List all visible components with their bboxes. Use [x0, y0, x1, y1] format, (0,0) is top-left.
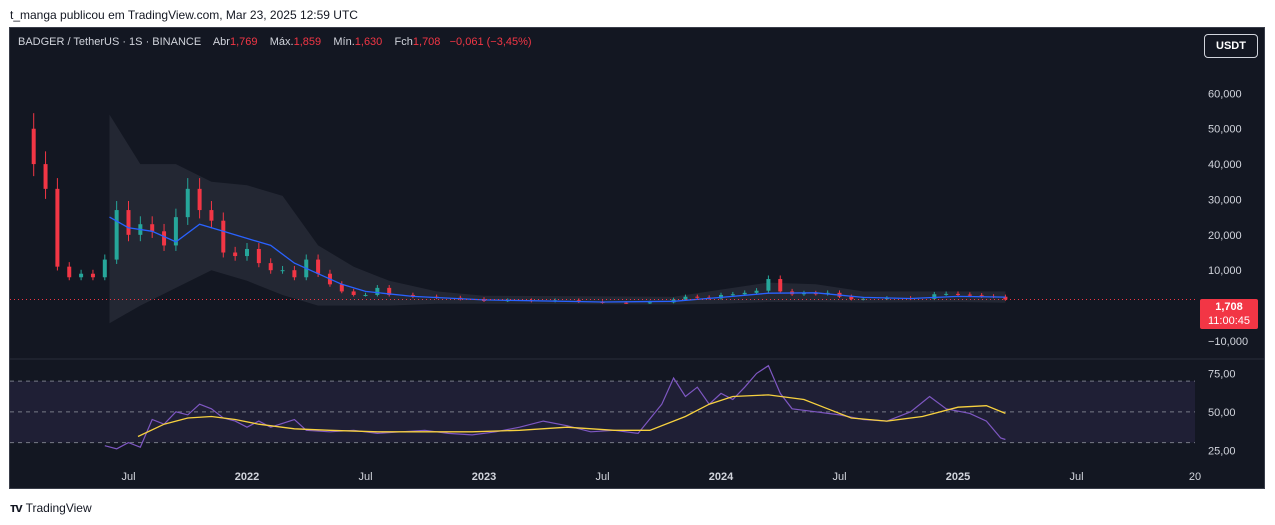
- price-axis-tick: 40,000: [1208, 159, 1242, 171]
- time-axis-tick: 20: [1189, 471, 1201, 483]
- candle-body: [624, 302, 629, 304]
- candle-body: [233, 252, 238, 257]
- price-axis-tick: −10,000: [1208, 336, 1248, 348]
- price-axis-tick: 60,000: [1208, 88, 1242, 100]
- candle-body: [647, 302, 652, 304]
- time-axis-tick: Jul: [358, 471, 372, 483]
- last-price-badge: 1,708 11:00:45: [1200, 299, 1258, 329]
- candle-body: [778, 279, 783, 292]
- candle-body: [316, 259, 321, 274]
- candle-body: [197, 188, 202, 211]
- tradingview-brand[interactable]: ᴛᴠ TradingView: [10, 500, 92, 515]
- candle-body: [849, 296, 854, 300]
- candle-body: [387, 287, 392, 295]
- price-axis-tick: 10,000: [1208, 265, 1242, 277]
- candle-body: [102, 259, 107, 278]
- candle-body: [861, 298, 866, 300]
- candle-body: [339, 284, 344, 292]
- candle-body: [126, 210, 131, 235]
- low-label: Mín.: [333, 36, 355, 48]
- candle-body: [1003, 296, 1008, 300]
- candle-body: [363, 294, 368, 296]
- candle-body: [351, 291, 356, 295]
- candle-body: [256, 248, 261, 264]
- time-axis-tick: Jul: [832, 471, 846, 483]
- rsi-axis-tick: 50,00: [1208, 407, 1236, 419]
- rsi-axis-tick: 25,00: [1208, 445, 1236, 457]
- candle-body: [766, 279, 771, 291]
- candle-body: [173, 217, 178, 246]
- candle-body: [956, 293, 960, 295]
- close-value: 1,708: [412, 36, 441, 48]
- candle-body: [185, 188, 190, 218]
- brand-name: TradingView: [25, 500, 92, 515]
- candle-body: [162, 231, 167, 246]
- high-value: 1,859: [293, 36, 322, 48]
- candle-body: [79, 273, 84, 278]
- price-axis-tick: 50,000: [1208, 124, 1242, 136]
- bar-countdown: 11:00:45: [1207, 315, 1250, 327]
- candle-body: [245, 248, 249, 257]
- candle-body: [742, 292, 747, 295]
- candle-body: [695, 296, 700, 298]
- candle-body: [884, 298, 889, 300]
- candle-body: [150, 224, 155, 232]
- candle-body: [31, 128, 36, 165]
- time-axis-tick: Jul: [121, 471, 135, 483]
- price-axis-tick: 20,000: [1208, 230, 1242, 242]
- open-value: 1,769: [229, 36, 258, 48]
- candle-body: [114, 210, 119, 260]
- tradingview-logo-icon: ᴛᴠ: [10, 500, 23, 515]
- time-axis-tick: 2023: [472, 471, 496, 483]
- moving-average-line: [109, 216, 1006, 303]
- currency-button[interactable]: USDT: [1204, 34, 1258, 58]
- candle-body: [813, 293, 818, 295]
- symbol-legend: BADGER / TetherUS · 1S · BINANCE Abr1,76…: [18, 36, 532, 48]
- candle-body: [967, 294, 972, 296]
- last-price-value: 1,708: [1215, 301, 1243, 313]
- chart-frame[interactable]: 60,000 50,000 40,000 30,000 20,000 10,000 −10,…: [9, 27, 1265, 489]
- candle-body: [801, 293, 806, 295]
- time-axis-tick: 2022: [235, 471, 259, 483]
- publish-caption: t_manga publicou em TradingView.com, Mar…: [10, 8, 358, 22]
- candle-body: [43, 164, 48, 189]
- candle-body: [292, 270, 297, 278]
- change-value: −0,061 (−3,45%): [449, 36, 532, 48]
- candle-body: [268, 263, 273, 271]
- rsi-line: [104, 364, 1006, 450]
- candle-body: [67, 266, 72, 278]
- candle-body: [979, 295, 984, 297]
- candle-body: [280, 270, 285, 272]
- candle-body: [90, 273, 95, 278]
- candle-body: [209, 210, 214, 221]
- time-axis-tick: 2025: [946, 471, 970, 483]
- candle-body: [944, 293, 949, 295]
- rsi-axis-tick: 75,00: [1208, 368, 1236, 380]
- candle-body: [375, 287, 380, 295]
- time-axis-tick: 2024: [709, 471, 734, 483]
- candle-body: [683, 296, 688, 300]
- close-label: Fch: [394, 36, 413, 48]
- high-label: Máx.: [269, 36, 294, 48]
- open-label: Abr: [212, 36, 230, 48]
- candle-body: [730, 294, 735, 296]
- time-axis-tick: Jul: [1069, 471, 1083, 483]
- volatility-band: [109, 114, 1006, 324]
- chart-canvas[interactable]: 60,000 50,000 40,000 30,000 20,000 10,000 −10,…: [10, 28, 1265, 489]
- candle-body: [55, 188, 60, 267]
- symbol-label[interactable]: BADGER / TetherUS · 1S · BINANCE: [18, 36, 202, 48]
- candle-body: [932, 294, 937, 299]
- price-axis-tick: 30,000: [1208, 194, 1242, 206]
- time-axis-tick: Jul: [595, 471, 609, 483]
- low-value: 1,630: [354, 36, 383, 48]
- candle-body: [221, 220, 226, 253]
- candle-body: [719, 294, 723, 299]
- rsi-ma-line: [137, 394, 1006, 438]
- candle-body: [754, 290, 759, 293]
